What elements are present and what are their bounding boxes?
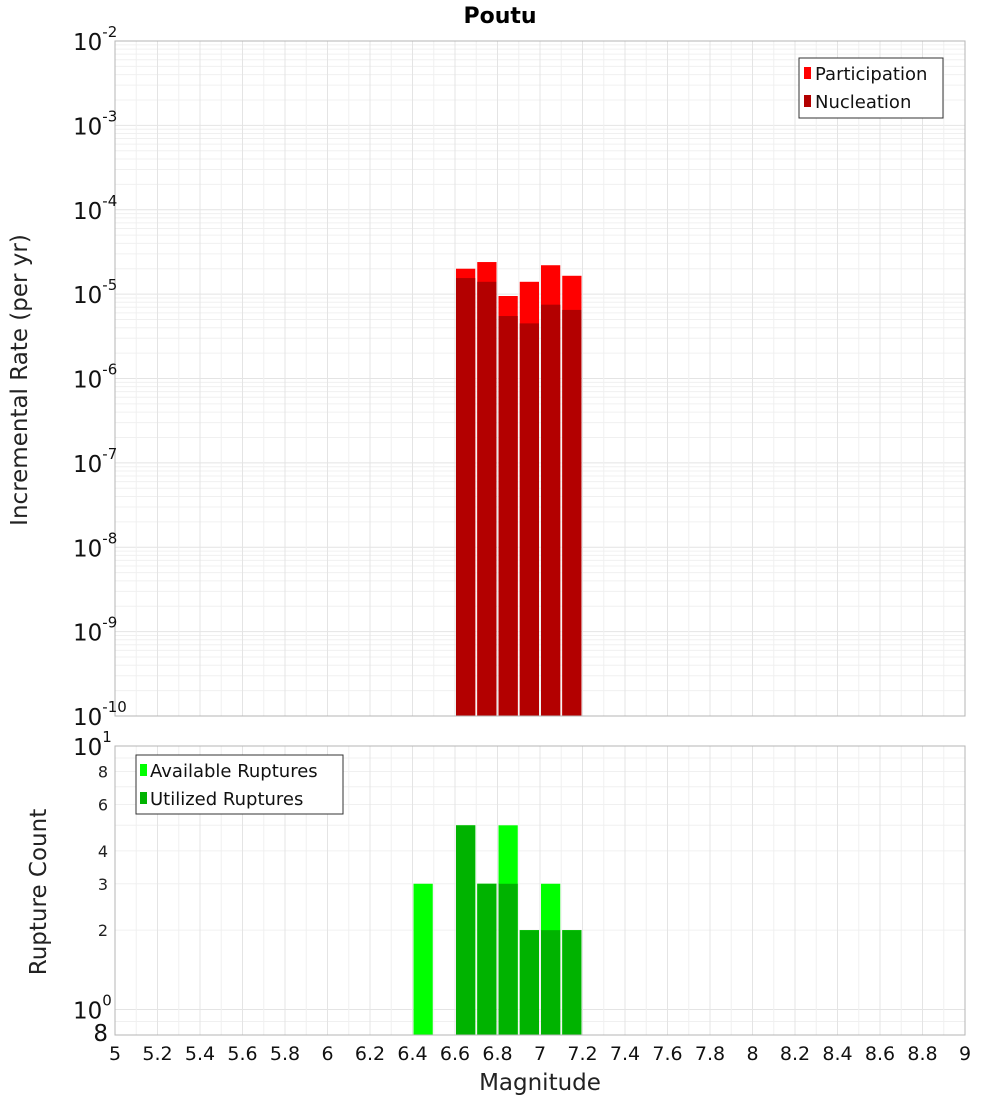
bottom-plot-frame <box>114 745 966 1036</box>
legend-swatch-utilized <box>140 792 147 804</box>
x-tick-label: 6.6 <box>440 1043 470 1065</box>
bar-utilized-ruptures <box>498 883 518 1035</box>
x-ticks: 5 5.2 5.4 5.6 5.8 6 6.2 6.4 6.6 6.8 7 7.2 7.4 7.6 7.8 8… <box>109 1043 971 1065</box>
legend-label-nucleation: Nucleation <box>815 92 911 113</box>
x-tick-label: 7 <box>534 1043 546 1065</box>
chart-title: Poutu <box>463 4 536 29</box>
x-tick-label: 8.4 <box>822 1043 852 1065</box>
bottom-legend: Available Ruptures Utilized Ruptures <box>135 754 344 815</box>
bar-nucleation <box>477 281 497 716</box>
bar-utilized-ruptures <box>519 930 539 1035</box>
x-tick-label: 7.6 <box>652 1043 682 1065</box>
bar-nucleation <box>519 323 539 716</box>
bar-utilized-ruptures <box>456 825 476 1035</box>
bar-nucleation <box>456 278 476 716</box>
bottom-y-tick-label: 100 <box>73 991 112 1024</box>
x-tick-label: 8.6 <box>865 1043 895 1065</box>
top-y-tick-label: 10-4 <box>73 192 117 225</box>
x-tick-label: 7.4 <box>610 1043 640 1065</box>
bottom-panel: 8 6 4 3 2 8 101 100 5 5.2 5.4 5.6 5.8 6 6.2 6.4 6.6 6.8 7… <box>26 728 971 1096</box>
bottom-y-tick-label: 101 <box>73 728 112 761</box>
x-tick-label: 8.8 <box>907 1043 937 1065</box>
x-tick-label: 5 <box>109 1043 121 1065</box>
bar-nucleation <box>562 309 582 716</box>
bottom-bars <box>413 825 582 1035</box>
top-y-tick-label: 10-5 <box>73 276 117 309</box>
x-tick-label: 6.4 <box>397 1043 427 1065</box>
x-tick-label: 9 <box>959 1043 971 1065</box>
x-tick-label: 8.2 <box>780 1043 810 1065</box>
top-y-tick-label: 10-7 <box>73 445 117 478</box>
bottom-y-tick-label: 6 <box>98 795 108 814</box>
x-tick-label: 7.2 <box>567 1043 597 1065</box>
bottom-y-axis-label: Rupture Count <box>26 809 52 975</box>
x-tick-label: 7.8 <box>695 1043 725 1065</box>
x-tick-label: 6.2 <box>355 1043 385 1065</box>
bar-available-ruptures <box>413 883 433 1035</box>
legend-label-available: Available Ruptures <box>150 761 318 782</box>
top-grid <box>114 40 966 717</box>
top-plot-frame <box>114 40 966 717</box>
bottom-y-tick-label: 2 <box>98 921 108 940</box>
top-bars <box>456 262 582 716</box>
top-legend: Participation Nucleation <box>798 57 944 119</box>
bar-utilized-ruptures <box>562 930 582 1035</box>
top-y-tick-label: 10-8 <box>73 529 117 562</box>
x-tick-label: 5.8 <box>270 1043 300 1065</box>
top-y-tick-label: 10-9 <box>73 614 117 647</box>
bottom-y-tick-label: 3 <box>98 875 108 894</box>
x-tick-label: 5.6 <box>227 1043 257 1065</box>
legend-swatch-participation <box>804 67 811 79</box>
bottom-y-tick-label: 8 <box>98 763 108 782</box>
bar-nucleation <box>541 304 561 716</box>
bar-nucleation <box>498 316 518 716</box>
legend-swatch-nucleation <box>804 95 811 107</box>
top-y-tick-label: 10-3 <box>73 107 117 140</box>
x-tick-label: 6.8 <box>482 1043 512 1065</box>
legend-label-utilized: Utilized Ruptures <box>150 789 303 810</box>
top-y-axis-label: Incremental Rate (per yr) <box>7 234 33 526</box>
top-panel: 10-2 10-3 10-4 10-5 10-6 10-7 10-8 10-9 10-10 In… <box>7 23 966 731</box>
top-y-ticks: 10-2 10-3 10-4 10-5 10-6 10-7 10-8 10-9 10-10 <box>73 23 127 731</box>
bottom-y-ticks: 8 6 4 3 2 8 101 100 <box>73 728 112 1047</box>
bottom-legend-box <box>135 754 344 815</box>
top-y-tick-label: 10-6 <box>73 361 117 394</box>
x-axis-label: Magnitude <box>479 1070 601 1096</box>
top-legend-box <box>798 57 944 119</box>
x-tick-label: 5.4 <box>185 1043 215 1065</box>
bottom-y-tick-label: 4 <box>98 842 108 861</box>
bar-utilized-ruptures <box>541 930 561 1035</box>
legend-label-participation: Participation <box>815 64 927 85</box>
x-tick-label: 6 <box>321 1043 333 1065</box>
bar-utilized-ruptures <box>477 883 497 1035</box>
top-y-tick-label: 10-10 <box>73 698 127 731</box>
top-y-tick-label: 10-2 <box>73 23 117 56</box>
bottom-y-tick-label: 8 <box>93 1021 108 1047</box>
x-tick-label: 5.2 <box>142 1043 172 1065</box>
x-tick-label: 8 <box>746 1043 758 1065</box>
legend-swatch-available <box>140 764 147 776</box>
